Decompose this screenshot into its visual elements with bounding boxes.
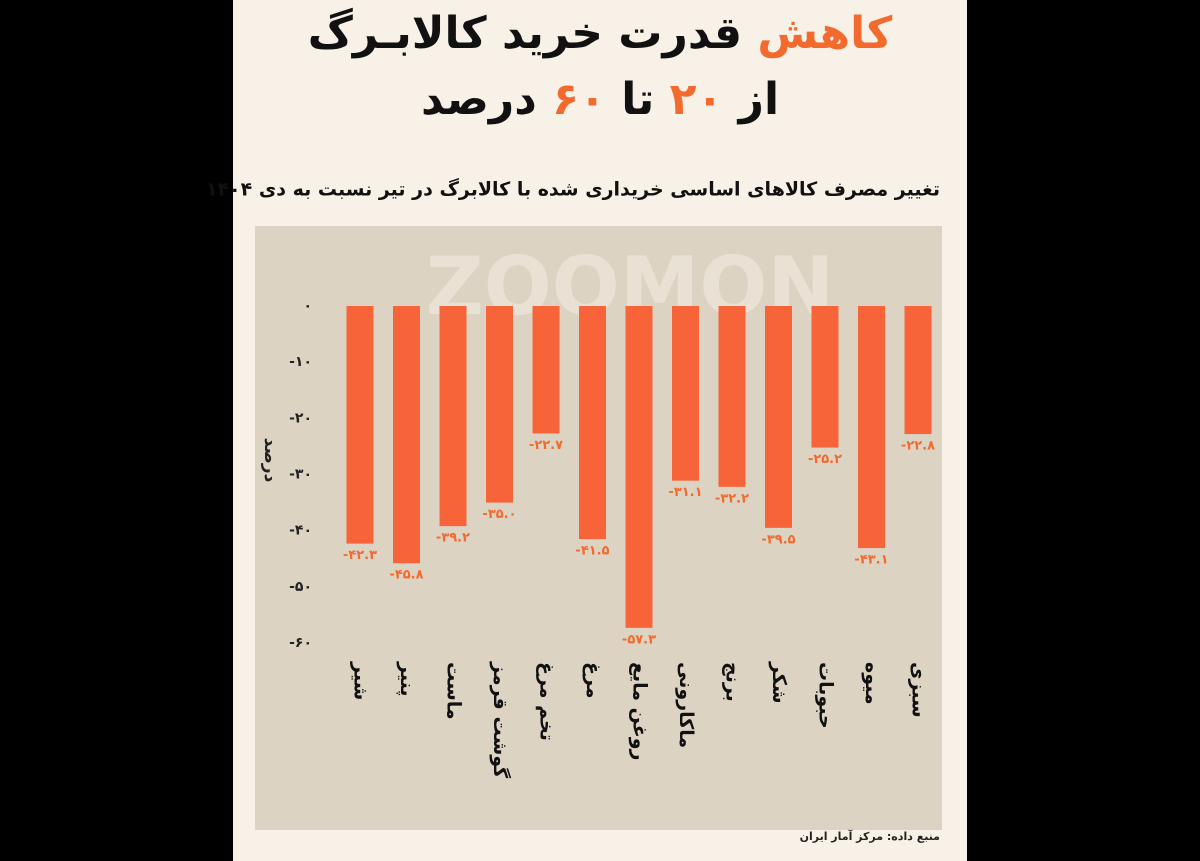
y-tick-label: -۲۰ [289,410,312,426]
bar [346,306,374,544]
bar [393,306,420,564]
title-segment: ۶۰ [552,74,606,125]
y-tick-label: -۵۰ [289,579,312,595]
value-label: -۴۵.۸ [389,568,423,583]
value-label: -۵۷.۳ [622,632,656,647]
bar [625,306,653,628]
value-label: -۳۱.۱ [668,485,702,500]
bar [579,306,606,540]
value-label: -۴۱.۵ [575,544,609,559]
title-line: از ۲۰ تا ۶۰ درصد [421,74,779,125]
x-tick-label: تخم مرغ [536,662,558,741]
bar [672,306,699,481]
value-label: -۲۵.۲ [808,452,842,467]
bar [765,306,792,528]
source: منبع داده: مرکز آمار ایران [800,829,940,843]
title-segment: از [737,74,779,125]
value-label: -۲۲.۸ [901,439,935,454]
x-tick-label: برنج [722,662,744,702]
x-tick-label: پنیر [396,661,418,696]
y-tick-label: -۶۰ [289,635,312,651]
value-label: -۳۹.۲ [436,531,470,546]
y-tick-label: -۱۰ [289,354,312,370]
x-tick-label: ماست [443,662,465,720]
value-label: -۴۳.۱ [854,553,888,568]
x-tick-label: شیر [350,661,372,700]
y-axis-label: درصد [260,438,280,483]
value-label: -۳۹.۵ [761,532,795,547]
x-tick-label: شکر [768,661,790,704]
bar [439,306,467,527]
y-tick-label: -۳۰ [289,467,312,483]
title-segment: قدرت خرید کالابـرگ [308,8,742,59]
value-label: -۳۵.۰ [482,507,516,522]
bar [718,306,746,487]
title-line: کاهش قدرت خرید کالابـرگ [308,8,893,59]
x-tick-label: سبزی [908,662,930,718]
y-tick-label: -۴۰ [289,523,312,539]
bar [904,306,932,435]
x-tick-label: میوه [861,662,883,705]
value-label: -۳۲.۲ [715,491,749,506]
title-segment: ۲۰ [670,74,724,125]
title-segment: درصد [421,74,537,125]
y-tick-label: ۰ [303,298,312,314]
subtitle: تغییر مصرف کالاهای اساسی خریداری شده با … [206,178,940,201]
bar [811,306,839,448]
value-label: -۴۲.۳ [343,548,377,563]
x-tick-label: حبوبات [815,662,837,729]
bar [858,306,885,549]
x-tick-label: روغن مایع [629,662,651,760]
bar [532,306,560,434]
x-tick-label: مرغ [582,662,604,699]
x-tick-label: ماکارونی [675,662,697,748]
bar [486,306,513,503]
value-label: -۲۲.۷ [529,438,563,453]
x-tick-label: گوشت قرمز [489,661,512,779]
title-segment: تا [621,74,654,125]
title-segment: کاهش [757,8,892,59]
